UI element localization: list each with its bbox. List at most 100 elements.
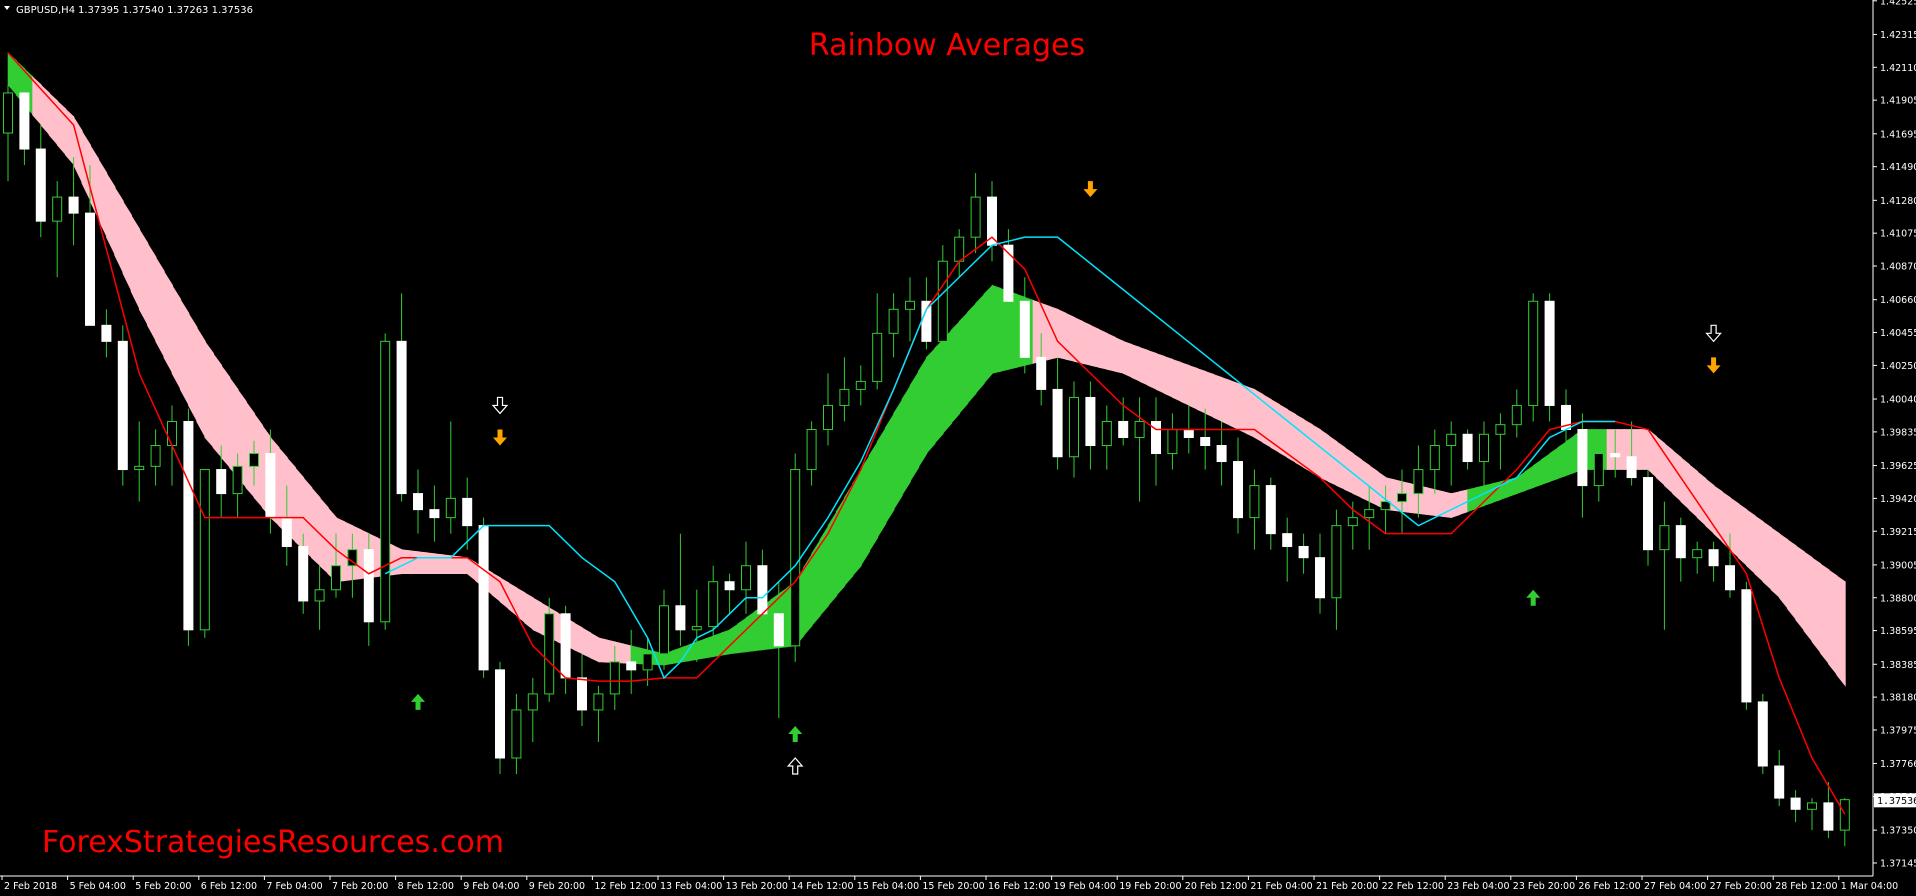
time-tick-label: 15 Feb 04:00 xyxy=(857,881,919,892)
ribbon-segment xyxy=(958,311,969,415)
price-tick-label: 1.39215 xyxy=(1880,527,1916,538)
arrow-down-icon xyxy=(1083,181,1098,198)
ribbon-segment xyxy=(1057,308,1067,360)
ribbon-segment xyxy=(1557,440,1567,479)
time-tick-label: 6 Feb 12:00 xyxy=(201,881,257,892)
candle-body xyxy=(495,669,505,759)
candlesticks xyxy=(3,76,1850,847)
candle-body xyxy=(1183,428,1194,439)
candle-body xyxy=(216,469,227,495)
ribbon-segment xyxy=(876,426,887,539)
candle-body xyxy=(134,465,145,471)
ribbon-segment xyxy=(991,284,1002,374)
candle-body xyxy=(413,493,423,511)
candle-body xyxy=(544,613,555,695)
candle-body xyxy=(577,677,587,711)
arrow-down-icon xyxy=(493,429,507,446)
candle-body xyxy=(19,92,30,150)
ribbon-segment xyxy=(1106,332,1116,372)
ribbon-segment xyxy=(835,496,846,597)
candle-body xyxy=(1544,300,1555,406)
ribbon-segment xyxy=(704,635,715,659)
signal-arrows xyxy=(411,181,1722,775)
arrow-down-icon xyxy=(491,396,509,415)
candle-body xyxy=(1675,525,1686,559)
candle-body xyxy=(380,340,391,623)
ribbon-segment xyxy=(737,617,747,654)
candle-body xyxy=(970,196,981,238)
time-tick-label: 7 Feb 20:00 xyxy=(332,881,388,892)
ribbon-segment xyxy=(967,302,977,405)
price-tick-label: 1.38385 xyxy=(1880,660,1916,671)
ribbon-segment xyxy=(1081,320,1092,366)
candle-body xyxy=(872,332,883,382)
candle-body xyxy=(773,613,784,647)
time-tick-label: 5 Feb 04:00 xyxy=(70,881,126,892)
candle-body xyxy=(150,445,161,467)
ribbon-segment xyxy=(1172,358,1182,402)
ribbon-segment xyxy=(1204,370,1215,418)
candle-body xyxy=(1839,799,1850,831)
ribbon-segment xyxy=(1237,382,1248,434)
ribbon-segment xyxy=(163,270,173,374)
ribbon-segment xyxy=(1828,569,1838,676)
ribbon-segment xyxy=(1008,290,1018,370)
ribbon-segment xyxy=(1319,428,1330,483)
price-tick-label: 1.40455 xyxy=(1880,328,1916,339)
candle-body xyxy=(1200,437,1211,447)
ribbon-segment xyxy=(1139,346,1149,386)
ribbon-segment xyxy=(606,639,616,663)
time-tick-label: 26 Feb 12:00 xyxy=(1578,881,1640,892)
time-scale: 2 Feb 2018 5 Feb 04:00 5 Feb 20:00 6 Feb 12… xyxy=(1,876,1898,892)
ribbon-segment xyxy=(712,632,723,658)
ribbon-segment xyxy=(1040,302,1051,362)
ribbon-segment xyxy=(417,551,428,575)
price-tick-label: 1.41075 xyxy=(1880,229,1916,240)
candle-body xyxy=(1101,420,1112,447)
ribbon-segment xyxy=(294,466,305,551)
ribbon-segment xyxy=(171,284,182,390)
candle-body xyxy=(265,453,276,519)
time-tick-label: 27 Feb 04:00 xyxy=(1644,881,1706,892)
candle-body xyxy=(708,581,719,628)
candle-body xyxy=(1167,428,1178,455)
ribbon-segment xyxy=(844,482,854,587)
ribbon-segment xyxy=(942,329,952,435)
candle-body xyxy=(1019,300,1030,358)
ribbon-segment xyxy=(204,340,214,449)
candle-body xyxy=(1757,701,1768,767)
ribbon-segment xyxy=(1122,340,1133,378)
time-tick-label: 16 Feb 12:00 xyxy=(988,881,1050,892)
ribbon-segment xyxy=(1811,557,1822,654)
candle-body xyxy=(1413,469,1424,495)
candle-body xyxy=(1036,356,1047,390)
price-tick-label: 1.38595 xyxy=(1880,626,1916,637)
ribbon-segment xyxy=(220,364,231,469)
ribbon-segment xyxy=(245,400,255,499)
ribbon-segment xyxy=(671,647,682,665)
ribbon-segment xyxy=(1098,328,1108,370)
candle-body xyxy=(35,148,46,222)
price-tick-label: 1.40250 xyxy=(1880,361,1916,372)
candle-body xyxy=(1429,445,1440,471)
ribbon-segment xyxy=(1721,491,1731,551)
current-price-box xyxy=(1874,793,1916,808)
ohlc-readout: 1.37395 1.37540 1.37263 1.37536 xyxy=(78,5,253,16)
ribbon-segment xyxy=(581,627,592,659)
time-tick-label: 19 Feb 20:00 xyxy=(1119,881,1181,892)
current-price-label: 1.37536 xyxy=(1877,796,1916,807)
dropdown-triangle-icon[interactable] xyxy=(4,6,10,10)
ribbon-segment xyxy=(1090,324,1100,368)
ribbon-segment xyxy=(229,376,239,479)
candle-body xyxy=(1134,420,1145,439)
ribbon-segment xyxy=(745,611,756,653)
ribbon-segment xyxy=(1664,442,1674,495)
ribbon-segment xyxy=(1729,497,1740,559)
ribbon-segment xyxy=(188,312,198,422)
candle-body xyxy=(1774,765,1785,799)
candle-body xyxy=(1233,461,1243,519)
candle-body xyxy=(839,388,850,406)
candle-body xyxy=(511,709,522,759)
ribbon-segment xyxy=(179,298,190,406)
